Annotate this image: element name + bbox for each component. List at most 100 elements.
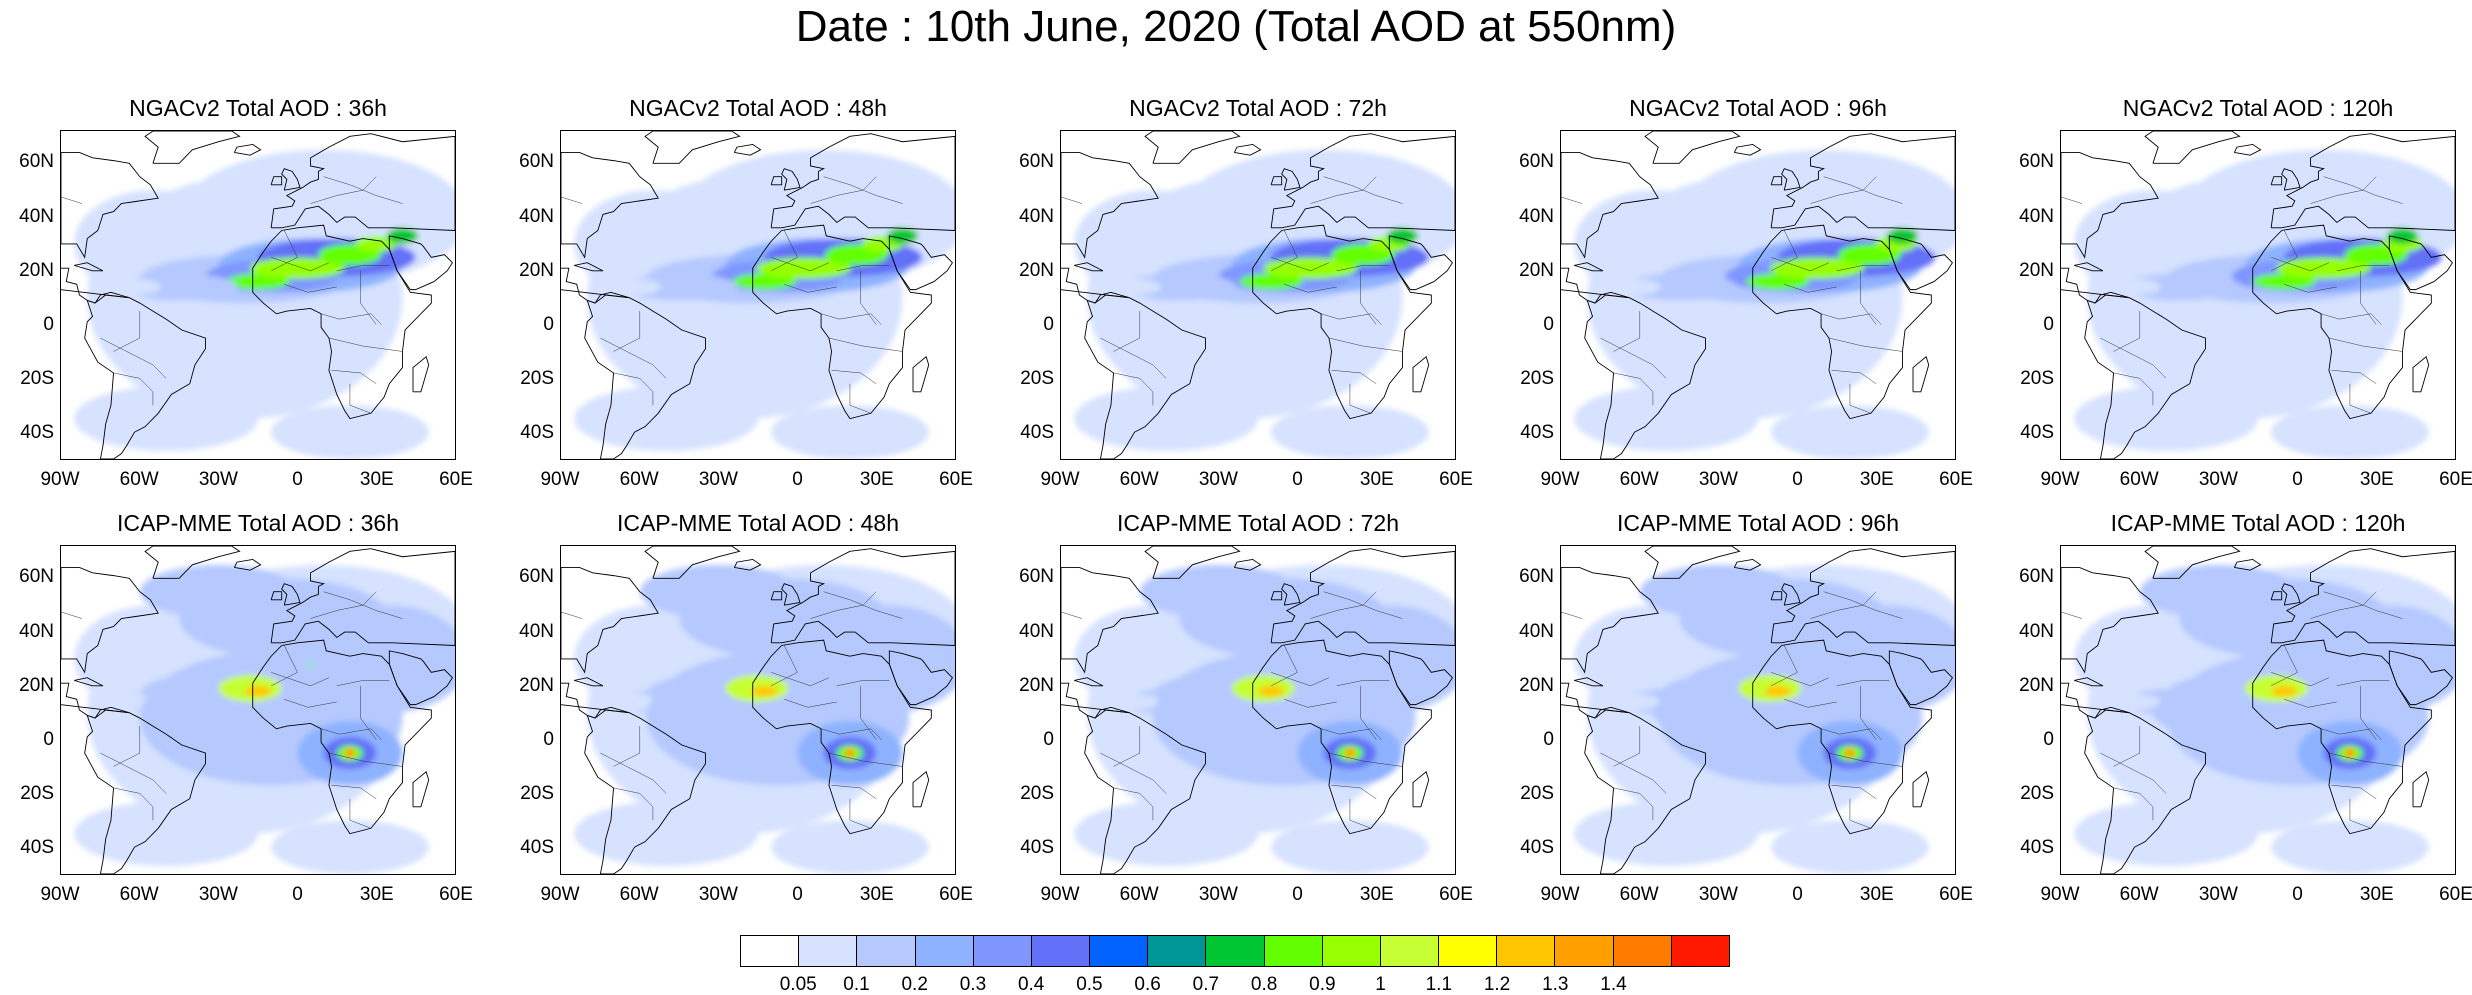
coastline <box>1574 677 1604 687</box>
country-border <box>860 685 877 740</box>
country-border <box>1360 685 1377 740</box>
lon-tick-label: 90W <box>1540 469 1580 490</box>
lat-tick-label: 60N <box>1019 566 1054 588</box>
country-border <box>113 372 154 406</box>
country-border <box>1271 645 1298 687</box>
coastline <box>1074 677 1104 687</box>
panel-title: ICAP-MME Total AOD : 96h <box>1616 510 1900 536</box>
lat-tick-label: 0 <box>543 313 554 335</box>
country-border <box>310 176 377 204</box>
country-border <box>1771 230 1798 272</box>
panel-title: NGACv2 Total AOD : 48h <box>629 95 887 121</box>
lat-tick-label: 40S <box>520 836 554 858</box>
lat-tick-label: 40S <box>1520 836 1554 858</box>
country-border <box>61 196 83 204</box>
lon-tick-label: 30E <box>2359 884 2394 905</box>
lat-tick-label: 40S <box>1520 421 1554 443</box>
country-border <box>360 685 377 740</box>
lon-tick-label: 30E <box>859 884 894 905</box>
aod-plume <box>1344 747 1356 759</box>
country-border <box>2349 383 2372 414</box>
country-border <box>831 784 877 799</box>
aod-plume <box>771 405 929 459</box>
lat-tick-label: 20N <box>1019 674 1054 696</box>
country-border <box>1100 337 1167 379</box>
coastline <box>1084 294 1206 459</box>
country-border <box>771 257 830 272</box>
coastline <box>233 143 262 156</box>
country-border <box>2100 337 2167 379</box>
panel-title: NGACv2 Total AOD : 72h <box>1129 95 1387 121</box>
coastline <box>1644 131 1741 164</box>
aod-plume <box>74 801 258 866</box>
country-border <box>823 176 903 204</box>
country-border <box>1613 311 1641 352</box>
country-border <box>1561 611 1583 619</box>
country-border <box>328 337 403 352</box>
country-border <box>336 680 390 687</box>
country-border <box>1784 699 1837 708</box>
country-border <box>828 752 903 767</box>
coastline <box>574 677 604 687</box>
lat-tick-label: 40N <box>519 620 554 642</box>
colorbar-box <box>973 936 1032 966</box>
coastline <box>770 176 783 186</box>
country-border <box>349 798 372 829</box>
lon-tick-label: 60E <box>1939 469 1973 490</box>
coastline <box>781 168 801 191</box>
colorbar-label: 1 <box>1375 974 1386 995</box>
coastline <box>1912 771 1930 808</box>
aod-plume <box>1746 273 1810 290</box>
coastline <box>733 558 762 571</box>
country-border <box>61 611 83 619</box>
country-border <box>1113 726 1141 767</box>
aod-plume <box>621 273 737 301</box>
country-border <box>1810 176 1877 204</box>
aod-plume <box>2252 273 2316 290</box>
lon-tick-label: 0 <box>1792 884 1803 905</box>
coastline <box>561 152 659 259</box>
lat-tick-label: 20N <box>19 674 54 696</box>
lat-tick-label: 40N <box>2019 205 2054 227</box>
lon-tick-label: 30E <box>1359 884 1394 905</box>
lat-tick-label: 40N <box>19 205 54 227</box>
country-border <box>284 699 337 708</box>
coastline <box>574 262 604 272</box>
coastline <box>74 262 104 272</box>
aod-plume <box>751 685 778 697</box>
country-border <box>1771 645 1798 687</box>
aod-plume <box>2074 801 2258 866</box>
country-border <box>2321 313 2382 325</box>
lon-tick-label: 60E <box>2439 884 2472 905</box>
coastline <box>733 143 762 156</box>
coastline <box>2233 143 2262 156</box>
country-border <box>2328 337 2403 352</box>
coastline <box>270 176 283 186</box>
country-border <box>310 591 377 619</box>
coastline <box>2270 548 2455 646</box>
aod-plume <box>1608 693 1661 710</box>
lon-tick-label: 60W <box>619 469 659 490</box>
country-border <box>1828 752 1903 767</box>
lat-tick-label: 0 <box>1543 728 1554 750</box>
aod-plume <box>771 820 929 874</box>
coastline <box>2144 546 2241 579</box>
coastline <box>388 650 453 706</box>
lat-tick-label: 0 <box>43 728 54 750</box>
coastline <box>1584 294 1706 459</box>
country-border <box>613 726 641 767</box>
lat-tick-label: 40S <box>520 421 554 443</box>
colorbar-label: 1.1 <box>1425 974 1453 995</box>
lon-tick-label: 30E <box>2359 469 2394 490</box>
country-border <box>600 752 667 794</box>
colorbar <box>740 935 1730 967</box>
coastline <box>412 771 430 808</box>
coastline <box>888 235 953 291</box>
lon-tick-label: 30W <box>698 469 738 490</box>
lat-tick-label: 0 <box>1043 313 1054 335</box>
country-border <box>1831 369 1877 384</box>
aod-plume <box>2344 747 2356 759</box>
colorbar-label: 0.05 <box>779 974 817 995</box>
lon-tick-label: 90W <box>1540 884 1580 905</box>
aod-plume <box>1574 801 1758 866</box>
